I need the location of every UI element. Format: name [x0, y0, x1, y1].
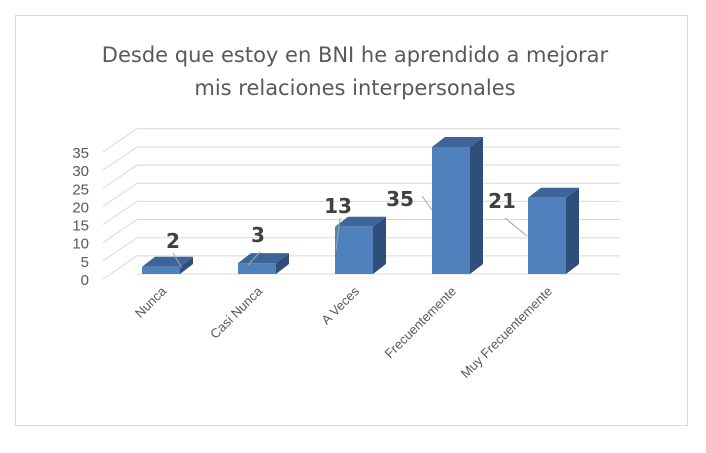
perspective-gridline — [102, 146, 138, 171]
data-label: 21 — [488, 189, 516, 213]
data-label: 2 — [166, 229, 180, 253]
x-category-label: Casi Nunca — [207, 283, 266, 342]
chart-frame — [15, 15, 688, 426]
data-label: 13 — [324, 194, 352, 218]
bar — [142, 266, 180, 274]
perspective-gridline — [102, 255, 138, 280]
y-tick-label: 15 — [72, 218, 89, 235]
x-category-label: A Veces — [318, 283, 362, 327]
chart-title-line-2: mis relaciones interpersonales — [194, 76, 515, 100]
bar — [335, 226, 373, 274]
bar-side — [470, 136, 483, 274]
leader-line — [247, 251, 261, 266]
bar-top — [335, 216, 386, 227]
y-tick-label: 0 — [81, 272, 89, 289]
y-tick-label: 10 — [72, 236, 89, 253]
bar-side — [276, 253, 289, 274]
bar — [432, 146, 470, 274]
bar-side — [180, 256, 193, 274]
leader-line — [172, 252, 183, 269]
y-tick-label: 20 — [72, 199, 89, 216]
bar-top — [528, 187, 579, 198]
leader-line — [421, 195, 433, 211]
bar-top — [238, 253, 289, 264]
perspective-gridline — [102, 200, 138, 225]
bar — [238, 263, 276, 274]
leader-line — [335, 217, 341, 251]
x-category-label: Muy Frecuentemente — [458, 284, 555, 381]
x-category-label: Frecuentemente — [382, 284, 460, 362]
bar-side — [373, 216, 386, 274]
bar — [528, 197, 566, 274]
x-category-label: Nunca — [132, 283, 170, 321]
data-label: 35 — [386, 187, 414, 211]
y-tick-label: 5 — [81, 254, 89, 271]
perspective-gridline — [102, 164, 138, 189]
y-tick-label: 35 — [72, 145, 89, 162]
perspective-gridline — [102, 128, 138, 153]
y-tick-label: 30 — [72, 163, 89, 180]
bar-side — [566, 187, 579, 274]
data-label: 3 — [251, 223, 265, 247]
perspective-gridline — [102, 219, 138, 244]
y-tick-label: 25 — [72, 181, 89, 198]
bar-top — [432, 136, 483, 147]
leader-line — [504, 217, 528, 237]
chart-title-line-1: Desde que estoy en BNI he aprendido a me… — [102, 43, 609, 67]
perspective-gridline — [102, 237, 138, 262]
perspective-gridline — [102, 182, 138, 207]
